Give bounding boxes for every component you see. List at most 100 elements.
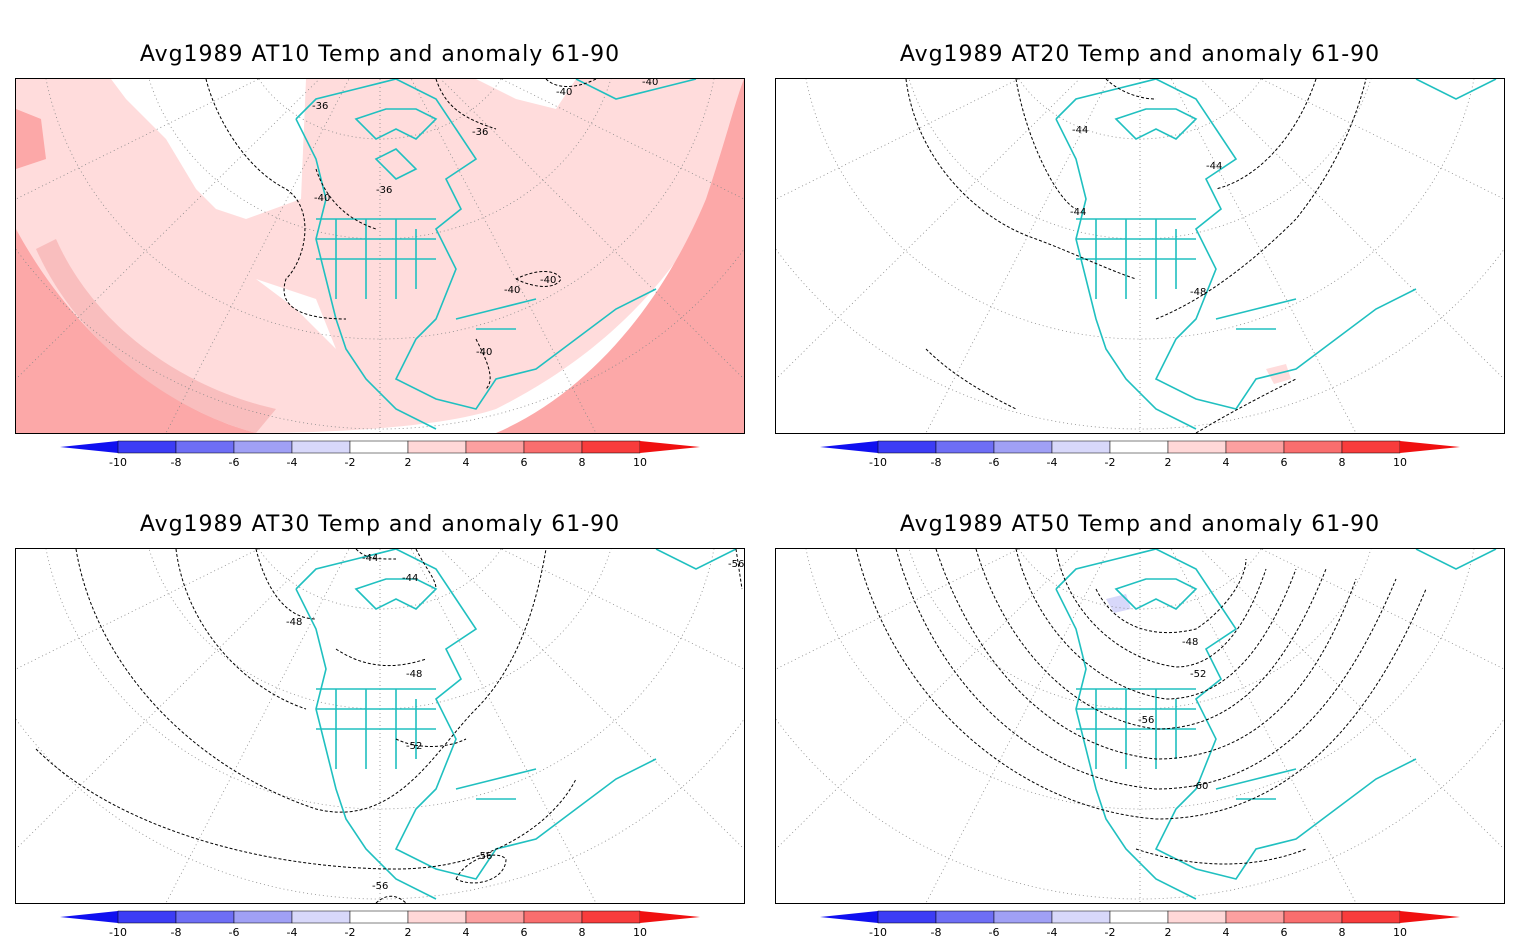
map-area: -44 -44 -44 -48 <box>775 78 1505 434</box>
colorbar-tick-label: 8 <box>579 456 586 469</box>
colorbar-swatch <box>175 910 235 924</box>
colorbar-tick-label: -6 <box>229 456 240 469</box>
colorbar-svg: -10 -8 -6 -4 -2 2 4 6 8 10 <box>820 910 1460 939</box>
contour-label: -48 <box>1182 637 1198 648</box>
colorbar-tick-label: -10 <box>109 456 127 469</box>
colorbar-tick-label: 2 <box>1165 926 1172 939</box>
colorbar-tick-label: -10 <box>109 926 127 939</box>
colorbar-swatch <box>1051 910 1111 924</box>
map-svg: -44 -44 -44 -48 <box>776 79 1504 433</box>
contour-label: -40 <box>504 285 520 296</box>
colorbar-tick-label: -10 <box>869 926 887 939</box>
anomaly-fill-medium <box>36 239 276 433</box>
colorbar-tick-label: -10 <box>869 456 887 469</box>
colorbar: -10 -8 -6 -4 -2 2 4 6 8 10 <box>760 436 1520 470</box>
colorbar-tick-label: -4 <box>1047 456 1058 469</box>
colorbar: -10 -8 -6 -4 -2 2 4 6 8 10 <box>760 906 1520 940</box>
anomaly-fill-medium <box>496 79 744 433</box>
colorbar-tick-label: 4 <box>1223 926 1230 939</box>
panel-title: Avg1989 AT10 Temp and anomaly 61-90 <box>139 42 621 67</box>
colorbar-swatch <box>233 440 293 454</box>
colorbar-tick-label: 6 <box>521 456 528 469</box>
colorbar-swatch <box>935 910 995 924</box>
colorbar-tick-label: 6 <box>1281 926 1288 939</box>
colorbar-tick-label: 2 <box>405 926 412 939</box>
colorbar-tick-label: 10 <box>1393 456 1407 469</box>
colorbar-tick-label: 4 <box>463 926 470 939</box>
contour-label: -44 <box>1070 207 1086 218</box>
colorbar-tick-label: -2 <box>345 456 356 469</box>
contour-label: -40 <box>642 79 658 88</box>
colorbar-tick-label: -2 <box>345 926 356 939</box>
colorbar-swatch <box>349 910 409 924</box>
contour-label-group: -44 -44 -44 -48 <box>1070 125 1222 298</box>
colorbar-arrow-left <box>820 911 878 923</box>
colorbar-tick-label: -6 <box>229 926 240 939</box>
contour-label: -36 <box>312 101 328 112</box>
colorbar-swatch <box>465 910 525 924</box>
panel-title: Avg1989 AT50 Temp and anomaly 61-90 <box>899 512 1381 537</box>
contour-lines <box>905 79 1367 433</box>
colorbar-tick-label: 6 <box>1281 456 1288 469</box>
contour-label: -40 <box>476 347 492 358</box>
contour-label: -56 <box>372 881 388 892</box>
colorbar-swatch <box>523 910 583 924</box>
contour-label: -56 <box>728 559 744 570</box>
colorbar-swatch <box>993 440 1053 454</box>
graticule <box>776 549 1504 903</box>
colorbar-arrow-left <box>60 441 118 453</box>
colorbar-arrow-right <box>1400 441 1460 453</box>
colorbar-tick-label: 4 <box>463 456 470 469</box>
colorbar-swatch <box>1109 910 1169 924</box>
colorbar-swatch <box>407 910 467 924</box>
colorbar-tick-label: -2 <box>1105 926 1116 939</box>
colorbar-tick-label: -6 <box>989 926 1000 939</box>
map-svg: -48 -52 -56 -60 <box>776 549 1504 903</box>
map-svg: -36 -36 -36 -40 -40 -40 -40 -40 -40 <box>16 79 744 433</box>
map-area: -36 -36 -36 -40 -40 -40 -40 -40 -40 <box>15 78 745 434</box>
panel-at30: Avg1989 AT30 Temp and anomaly 61-90 <box>0 470 760 940</box>
colorbar-tick-label: -4 <box>287 456 298 469</box>
colorbar-swatch <box>465 440 525 454</box>
colorbar-arrow-left <box>820 441 878 453</box>
colorbar-tick-label: 2 <box>1165 456 1172 469</box>
coastline <box>1055 549 1497 900</box>
contour-label: -60 <box>1192 781 1208 792</box>
contour-label: -36 <box>376 185 392 196</box>
colorbar-swatch <box>1109 440 1169 454</box>
graticule <box>776 79 1504 433</box>
contour-label: -44 <box>402 573 418 584</box>
colorbar-swatch <box>935 440 995 454</box>
colorbar-tick-label: -8 <box>931 456 942 469</box>
contour-label: -56 <box>1138 715 1154 726</box>
panel-at50: Avg1989 AT50 Temp and anomaly 61-90 <box>760 470 1520 940</box>
colorbar-ticks: -10 -8 -6 -4 -2 2 4 6 8 10 <box>109 926 647 939</box>
contour-label: -52 <box>406 741 422 752</box>
graticule <box>16 79 744 433</box>
colorbar-swatch <box>1225 440 1285 454</box>
graticule <box>16 549 744 903</box>
colorbar-tick-label: -8 <box>931 926 942 939</box>
colorbar-swatch <box>581 910 641 924</box>
colorbar-tick-label: 6 <box>521 926 528 939</box>
colorbar-svg: -10 -8 -6 -4 -2 2 4 6 8 10 <box>60 910 700 939</box>
colorbar-swatch <box>1341 910 1401 924</box>
colorbar-swatch <box>117 440 177 454</box>
anomaly-fill-light <box>1106 594 1131 613</box>
contour-label: -44 <box>362 553 378 564</box>
colorbar-swatch <box>1167 440 1227 454</box>
colorbar-tick-label: -4 <box>1047 926 1058 939</box>
colorbar-swatch <box>1167 910 1227 924</box>
colorbar-swatch <box>1283 440 1343 454</box>
colorbar-swatch <box>349 440 409 454</box>
contour-label: -48 <box>1190 287 1206 298</box>
panel-at20: Avg1989 AT20 Temp and anomaly 61-90 <box>760 0 1520 470</box>
contour-lines <box>205 79 597 390</box>
colorbar-swatch <box>1283 910 1343 924</box>
colorbar: -10 -8 -6 -4 -2 2 4 6 8 10 <box>0 436 760 470</box>
contour-label: -44 <box>1072 125 1088 136</box>
colorbar-swatch <box>1225 910 1285 924</box>
colorbar-tick-label: 4 <box>1223 456 1230 469</box>
colorbar-swatch <box>291 910 351 924</box>
colorbar-tick-label: 8 <box>1339 926 1346 939</box>
